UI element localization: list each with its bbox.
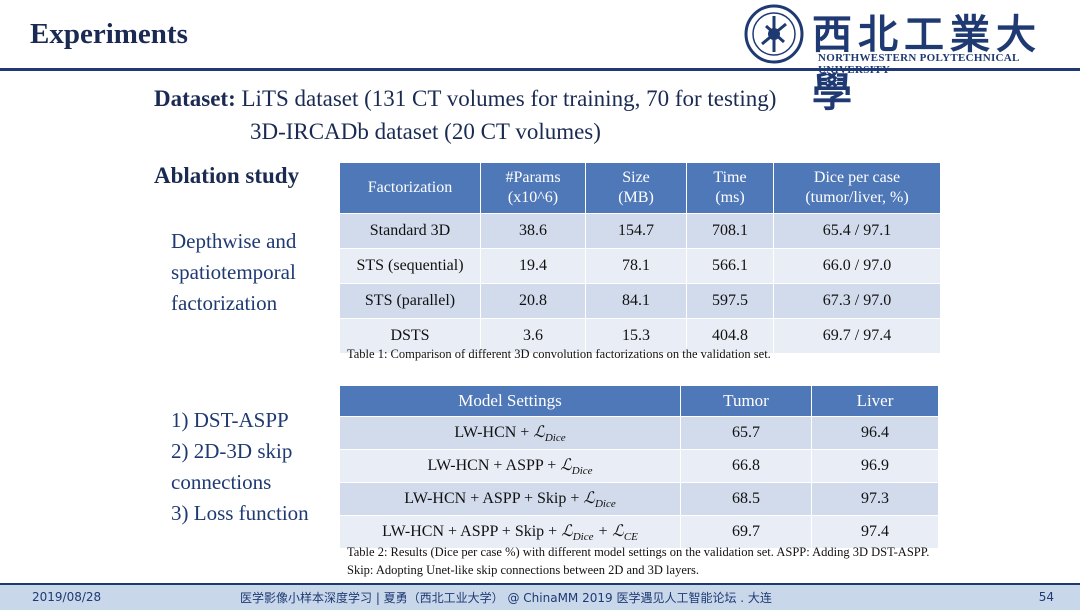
table-row: LW-HCN + ASPP + Skip + ℒDice 68.5 97.3 (339, 482, 939, 516)
col-header: Dice per case (tumor/liver, %) (773, 162, 941, 214)
footer-date: 2019/08/28 (32, 590, 102, 604)
table-cell: LW-HCN + ASPP + Skip + ℒDice + ℒCE (339, 515, 681, 549)
table-cell: 96.9 (811, 449, 939, 483)
table-cell: 78.1 (585, 248, 687, 284)
footer-talk-info: 医学影像小样本深度学习 | 夏勇（西北工业大学） @ ChinaMM 2019 … (240, 591, 772, 605)
table-cell: 65.4 / 97.1 (773, 213, 941, 249)
table-row: LW-HCN + ℒDice 65.7 96.4 (339, 416, 939, 450)
table-cell: 15.3 (585, 318, 687, 354)
table-row: Standard 3D 38.6 154.7 708.1 65.4 / 97.1 (339, 213, 941, 249)
col-header: Factorization (339, 162, 481, 214)
table-cell: 154.7 (585, 213, 687, 249)
table-2-caption: Table 2: Results (Dice per case %) with … (347, 545, 930, 577)
table-cell: STS (parallel) (339, 283, 481, 319)
col-header: Time (ms) (686, 162, 774, 214)
side-note-line: Depthwise and (171, 229, 297, 253)
side-note-line: factorization (171, 291, 278, 315)
table-cell: Standard 3D (339, 213, 481, 249)
table-cell: 68.5 (680, 482, 812, 516)
table-cell: 96.4 (811, 416, 939, 450)
table-row: STS (parallel) 20.8 84.1 597.5 67.3 / 97… (339, 283, 941, 319)
table-cell: 566.1 (686, 248, 774, 284)
table-cell: LW-HCN + ASPP + Skip + ℒDice (339, 482, 681, 516)
table-cell: 66.8 (680, 449, 812, 483)
page-number: 54 (1038, 590, 1054, 604)
slide-header: Experiments 西北工業大學 NORTHWESTERN POLYTECH… (0, 0, 1080, 116)
university-name-cn: 西北工業大學 (812, 11, 1042, 116)
table-cell: 38.6 (480, 213, 586, 249)
table-cell: 84.1 (585, 283, 687, 319)
table-cell: LW-HCN + ℒDice (339, 416, 681, 450)
table-cell: 67.3 / 97.0 (773, 283, 941, 319)
ablation-heading: Ablation study (154, 163, 300, 188)
dataset-label: Dataset: (154, 86, 236, 111)
side-note-factorization: Depthwise and spatiotemporal factorizati… (171, 226, 296, 319)
dataset-line-1: LiTS dataset (131 CT volumes for trainin… (241, 86, 777, 111)
table-cell: 597.5 (686, 283, 774, 319)
table-cell: 97.3 (811, 482, 939, 516)
col-header: Tumor (680, 385, 812, 417)
col-header: #Params (x10^6) (480, 162, 586, 214)
model-settings-table: Model Settings Tumor Liver LW-HCN + ℒDic… (339, 385, 939, 549)
side-note-line: 3) Loss function (171, 501, 309, 525)
factorization-table: Factorization #Params (x10^6) Size (MB) Ti… (339, 162, 941, 354)
table-row: LW-HCN + ASPP + ℒDice 66.8 96.9 (339, 449, 939, 483)
dataset-line-2: 3D-IRCADb dataset (20 CT volumes) (250, 119, 601, 144)
table-cell: 97.4 (811, 515, 939, 549)
table-1-caption: Table 1: Comparison of different 3D conv… (347, 347, 771, 361)
table-cell: 66.0 / 97.0 (773, 248, 941, 284)
side-note-line: connections (171, 470, 272, 494)
table-cell: 69.7 / 97.4 (773, 318, 941, 354)
slide-title: Experiments (30, 18, 188, 50)
col-header: Model Settings (339, 385, 681, 417)
table-row: DSTS 3.6 15.3 404.8 69.7 / 97.4 (339, 318, 941, 354)
col-header: Liver (811, 385, 939, 417)
table-cell: 708.1 (686, 213, 774, 249)
table-header-row: Model Settings Tumor Liver (339, 385, 939, 417)
dataset-block: Dataset: LiTS dataset (131 CT volumes fo… (154, 82, 776, 148)
header-divider (0, 68, 1080, 71)
table-cell: 19.4 (480, 248, 586, 284)
table-cell: LW-HCN + ASPP + ℒDice (339, 449, 681, 483)
table-cell: 3.6 (480, 318, 586, 354)
npu-seal-icon (744, 4, 804, 64)
table-cell: STS (sequential) (339, 248, 481, 284)
table-row: LW-HCN + ASPP + Skip + ℒDice + ℒCE 69.7 … (339, 515, 939, 549)
side-note-line: spatiotemporal (171, 260, 296, 284)
slide-footer: 2019/08/28 医学影像小样本深度学习 | 夏勇（西北工业大学） @ Ch… (0, 583, 1080, 610)
table-cell: 404.8 (686, 318, 774, 354)
side-note-components: 1) DST-ASPP 2) 2D-3D skip connections 3)… (171, 405, 309, 529)
side-note-line: 1) DST-ASPP (171, 408, 289, 432)
table-cell: 65.7 (680, 416, 812, 450)
table-cell: DSTS (339, 318, 481, 354)
university-name-en: NORTHWESTERN POLYTECHNICAL UNIVERSITY (818, 52, 1020, 76)
col-header: Size (MB) (585, 162, 687, 214)
table-cell: 20.8 (480, 283, 586, 319)
table-header-row: Factorization #Params (x10^6) Size (MB) Ti… (339, 162, 941, 214)
table-row: STS (sequential) 19.4 78.1 566.1 66.0 / … (339, 248, 941, 284)
table-cell: 69.7 (680, 515, 812, 549)
side-note-line: 2) 2D-3D skip (171, 439, 293, 463)
